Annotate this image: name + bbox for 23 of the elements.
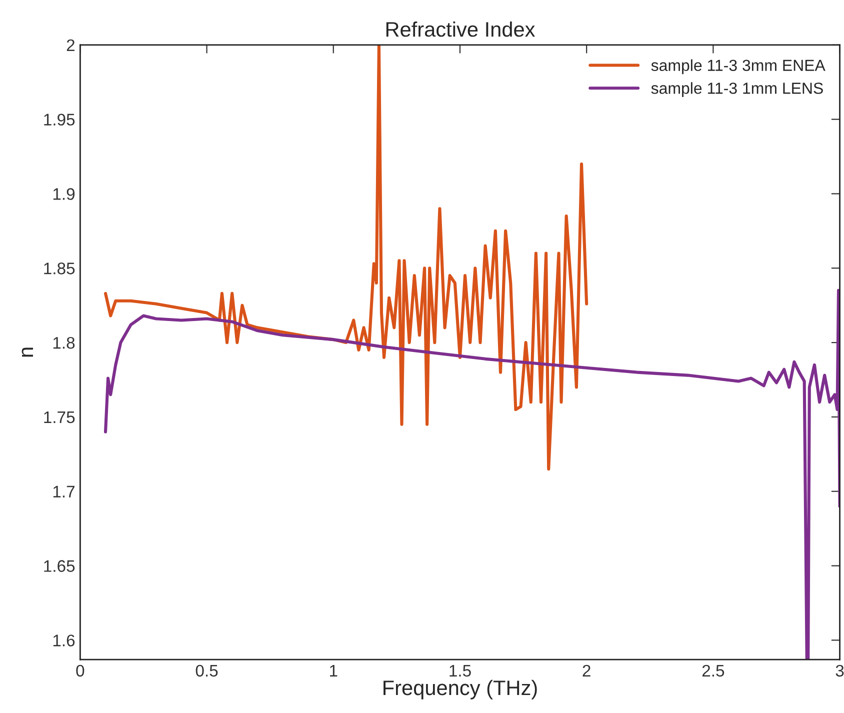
x-tick-label: 3 xyxy=(836,664,844,677)
x-tick-label: 2 xyxy=(582,664,590,676)
y-tick-label: 1.7 xyxy=(53,486,74,498)
legend-label: sample 11-3 1mm LENS xyxy=(651,82,823,98)
x-tick-label: 2.5 xyxy=(702,664,724,677)
line-series xyxy=(104,44,588,471)
x-tick-label: 1.5 xyxy=(450,665,471,677)
y-tick-label: 1.85 xyxy=(44,262,75,274)
y-tick-label: 1.95 xyxy=(44,114,75,126)
x-tick-label: 1 xyxy=(330,665,338,676)
legend-label: sample 11-3 3mm ENEA xyxy=(651,59,826,74)
line-series xyxy=(104,288,840,660)
x-axis-title: Frequency (THz) xyxy=(384,680,537,700)
x-tick-label: 0 xyxy=(76,664,84,677)
y-tick-label: 1.6 xyxy=(53,634,75,646)
y-axis-title: n xyxy=(22,348,34,357)
y-tick-label: 1.8 xyxy=(53,336,75,349)
chart-title: Refractive Index xyxy=(386,21,536,37)
y-tick-label: 1.9 xyxy=(53,188,75,200)
y-tick-label: 2 xyxy=(66,39,74,51)
x-tick-label: 0.5 xyxy=(196,664,218,677)
y-tick-label: 1.75 xyxy=(44,412,75,424)
y-tick-label: 1.65 xyxy=(44,560,75,572)
